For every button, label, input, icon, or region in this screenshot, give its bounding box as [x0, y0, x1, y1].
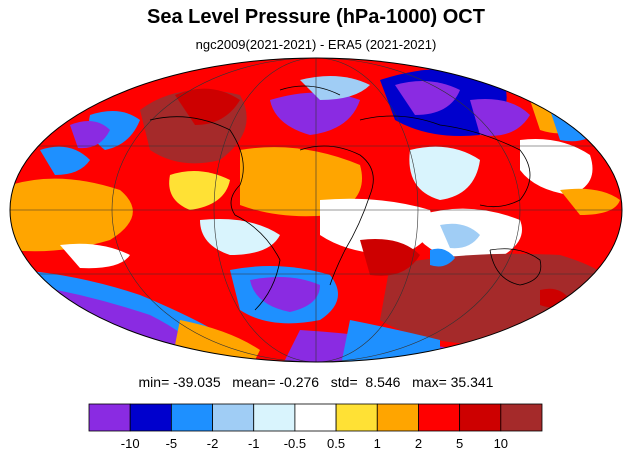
- mean-label: mean=: [232, 374, 276, 390]
- colorbar-swatch: [376, 403, 419, 432]
- colorbar-swatch: [88, 403, 131, 432]
- colorbar-tick-label: -2: [207, 436, 219, 451]
- colorbar-swatch: [253, 403, 296, 432]
- colorbar-swatch: [335, 403, 378, 432]
- max-value: 35.341: [450, 374, 494, 390]
- mean-value: -0.276: [279, 374, 320, 390]
- colorbar-tick-label: -10: [121, 436, 140, 451]
- chart-subtitle: ngc2009(2021-2021) - ERA5 (2021-2021): [195, 37, 437, 52]
- std-label: std=: [330, 374, 358, 390]
- min-label: min=: [138, 374, 170, 390]
- colorbar-swatch: [170, 403, 213, 432]
- colorbar-tick-label: 10: [494, 436, 508, 451]
- colorbar-swatch: [129, 403, 172, 432]
- map-panel: [9, 57, 623, 363]
- chart-title: Sea Level Pressure (hPa-1000) OCT: [147, 6, 485, 28]
- colorbar-tick-label: 1: [374, 436, 381, 451]
- colorbar-swatch: [418, 403, 461, 432]
- colorbar-swatch: [294, 403, 337, 432]
- colorbar-tick-label: -1: [248, 436, 260, 451]
- colorbar-swatch: [212, 403, 255, 432]
- max-label: max=: [412, 374, 447, 390]
- colorbar-tick-label: 0.5: [327, 436, 345, 451]
- colorbar-tick-label: -0.5: [284, 436, 306, 451]
- colorbar-swatch: [459, 403, 502, 432]
- std-value: 8.546: [365, 374, 401, 390]
- colorbar-tick-label: 5: [456, 436, 463, 451]
- colorbar-tick-label: 2: [415, 436, 422, 451]
- map-border: [9, 57, 623, 363]
- coastlines: [149, 85, 542, 311]
- stats-line: min= -39.035 mean= -0.276 std= 8.546 max…: [0, 374, 632, 390]
- colorbar-tick-label: -5: [166, 436, 178, 451]
- colorbar-swatch: [500, 403, 543, 432]
- min-value: -39.035: [173, 374, 221, 390]
